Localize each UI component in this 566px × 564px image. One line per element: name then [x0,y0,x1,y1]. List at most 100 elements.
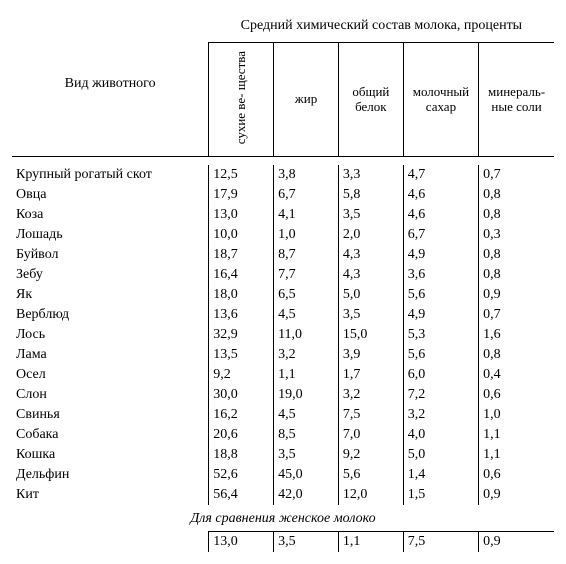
value-cell: 1,6 [479,325,554,345]
table-row: Собака20,68,57,04,01,1 [12,425,554,445]
value-cell: 1,1 [274,365,339,385]
animal-name [12,532,209,553]
value-cell: 3,2 [274,345,339,365]
value-cell: 1,5 [403,485,478,505]
value-cell: 3,2 [403,405,478,425]
value-cell: 56,4 [209,485,274,505]
value-cell: 4,6 [403,185,478,205]
value-cell: 4,5 [274,405,339,425]
value-cell: 10,0 [209,225,274,245]
value-cell: 13,6 [209,305,274,325]
animal-name: Лось [12,325,209,345]
animal-name: Зебу [12,265,209,285]
value-cell: 11,0 [274,325,339,345]
table-row: Слон30,019,03,27,20,6 [12,385,554,405]
value-cell: 45,0 [274,465,339,485]
animal-name: Кит [12,485,209,505]
value-cell: 4,5 [274,305,339,325]
value-cell: 4,6 [403,205,478,225]
value-cell: 13,5 [209,345,274,365]
value-cell: 52,6 [209,465,274,485]
table-row: Свинья16,24,57,53,21,0 [12,405,554,425]
animal-name: Осел [12,365,209,385]
value-cell: 7,2 [403,385,478,405]
milk-composition-table: Вид животного Средний химический состав … [12,12,554,552]
value-cell: 5,6 [403,345,478,365]
value-cell: 8,7 [274,245,339,265]
value-cell: 15,0 [338,325,403,345]
value-cell: 5,6 [403,285,478,305]
value-cell: 4,0 [403,425,478,445]
value-cell: 18,0 [209,285,274,305]
animal-name: Слон [12,385,209,405]
table-row: Овца17,96,75,84,60,8 [12,185,554,205]
table-row: Зебу16,47,74,33,60,8 [12,265,554,285]
animal-name: Овца [12,185,209,205]
value-cell: 12,5 [209,165,274,185]
value-cell: 0,9 [479,285,554,305]
col-sugar: молочный сахар [403,43,478,157]
header-group: Средний химический состав молока, процен… [209,12,554,42]
value-cell: 1,7 [338,365,403,385]
value-cell: 4,1 [274,205,339,225]
value-cell: 18,7 [209,245,274,265]
value-cell: 0,8 [479,205,554,225]
value-cell: 4,9 [403,305,478,325]
table-row: Лама13,53,23,95,60,8 [12,345,554,365]
animal-name: Дельфин [12,465,209,485]
table-row: Крупный рогатый скот12,53,83,34,70,7 [12,165,554,185]
value-cell: 4,7 [403,165,478,185]
value-cell: 0,8 [479,265,554,285]
value-cell: 3,5 [274,445,339,465]
value-cell: 0,9 [479,485,554,505]
animal-name: Собака [12,425,209,445]
table-row: Осел9,21,11,76,00,4 [12,365,554,385]
comparison-row: 13,03,51,17,50,9 [12,532,554,553]
value-cell: 4,9 [403,245,478,265]
value-cell: 3,3 [338,165,403,185]
value-cell: 12,0 [338,485,403,505]
value-cell: 6,7 [274,185,339,205]
table-row: Кошка18,83,59,25,01,1 [12,445,554,465]
value-cell: 4,3 [338,245,403,265]
comparison-label: Для сравнения женское молоко [12,505,554,532]
value-cell: 19,0 [274,385,339,405]
value-cell: 1,0 [479,405,554,425]
value-cell: 3,5 [274,532,339,553]
value-cell: 0,8 [479,245,554,265]
value-cell: 3,2 [338,385,403,405]
value-cell: 7,5 [338,405,403,425]
animal-name: Лошадь [12,225,209,245]
table-row: Як18,06,55,05,60,9 [12,285,554,305]
col-fat: жир [274,43,339,157]
value-cell: 3,5 [338,305,403,325]
animal-name: Лама [12,345,209,365]
animal-name: Крупный рогатый скот [12,165,209,185]
value-cell: 16,4 [209,265,274,285]
table-row: Лось32,911,015,05,31,6 [12,325,554,345]
value-cell: 17,9 [209,185,274,205]
value-cell: 1,1 [479,425,554,445]
value-cell: 1,4 [403,465,478,485]
value-cell: 7,7 [274,265,339,285]
value-cell: 5,0 [338,285,403,305]
value-cell: 0,6 [479,465,554,485]
value-cell: 3,9 [338,345,403,365]
value-cell: 0,9 [479,532,554,553]
col-dry: сухие ве- щества [209,43,274,157]
value-cell: 0,4 [479,365,554,385]
table-row: Лошадь10,01,02,06,70,3 [12,225,554,245]
value-cell: 0,7 [479,165,554,185]
value-cell: 0,7 [479,305,554,325]
value-cell: 3,8 [274,165,339,185]
value-cell: 1,1 [479,445,554,465]
value-cell: 0,8 [479,185,554,205]
value-cell: 18,8 [209,445,274,465]
value-cell: 0,3 [479,225,554,245]
value-cell: 20,6 [209,425,274,445]
animal-name: Кошка [12,445,209,465]
value-cell: 1,1 [338,532,403,553]
value-cell: 5,0 [403,445,478,465]
value-cell: 30,0 [209,385,274,405]
value-cell: 13,0 [209,205,274,225]
